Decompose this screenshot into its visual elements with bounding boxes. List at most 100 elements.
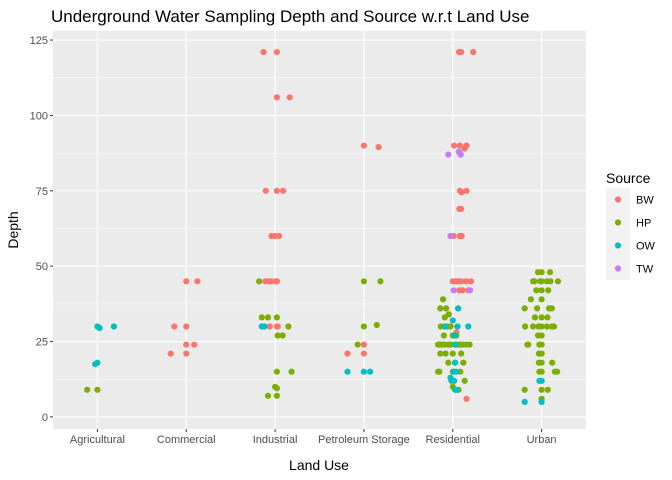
y-tick-label: 125 <box>30 35 48 47</box>
point-hp <box>461 377 468 384</box>
legend: Source BW HP OW TW <box>606 170 656 280</box>
legend-label: TW <box>636 264 654 276</box>
point-ow <box>96 324 103 332</box>
point-bw <box>458 49 465 56</box>
x-tick-label: Residential <box>426 434 480 446</box>
point-ow <box>453 386 460 393</box>
point-bw <box>458 205 465 212</box>
point-bw <box>274 323 281 330</box>
point-bw <box>273 187 280 194</box>
point-hp <box>437 350 444 357</box>
point-hp <box>538 359 545 366</box>
point-hp <box>550 323 558 330</box>
point-hp <box>531 314 539 321</box>
y-axis-ticks: 0 25 50 75 100 125 <box>30 35 53 424</box>
point-hp <box>554 368 561 375</box>
data-points <box>84 49 562 405</box>
point-ow <box>110 323 117 330</box>
point-bw <box>268 278 275 285</box>
point-tw <box>457 151 464 158</box>
legend-label: HP <box>636 218 651 230</box>
legend-label: OW <box>636 241 656 253</box>
point-bw <box>183 323 190 330</box>
point-bw <box>344 350 351 357</box>
point-hp <box>458 350 465 357</box>
y-tick-label: 0 <box>42 412 48 424</box>
point-hp <box>530 323 537 330</box>
legend-key-hp <box>614 219 622 226</box>
point-hp <box>544 386 551 393</box>
point-bw <box>273 49 280 56</box>
point-hp <box>538 296 545 303</box>
point-hp <box>436 368 443 375</box>
point-hp <box>264 314 272 321</box>
point-hp <box>521 386 528 393</box>
point-hp <box>538 386 545 393</box>
y-tick-label: 75 <box>36 186 48 198</box>
point-hp <box>94 386 101 393</box>
legend-keys: BW HP OW TW <box>606 188 656 280</box>
point-bw <box>470 49 477 56</box>
point-ow <box>454 323 461 330</box>
point-tw <box>467 287 474 294</box>
grid-major <box>53 31 586 429</box>
point-bw <box>191 341 198 348</box>
y-tick-label: 25 <box>36 337 48 349</box>
point-ow <box>451 359 459 366</box>
point-bw <box>167 350 174 357</box>
point-ow <box>521 398 528 405</box>
point-hp <box>545 287 552 294</box>
point-hp <box>544 314 551 321</box>
point-hp <box>84 386 91 393</box>
point-hp <box>466 341 473 348</box>
point-bw <box>458 189 465 196</box>
point-hp <box>437 305 444 312</box>
point-hp <box>538 341 545 348</box>
point-hp <box>264 392 272 399</box>
x-tick-label: Commercial <box>157 434 216 446</box>
point-bw <box>459 287 466 294</box>
point-hp <box>279 332 286 339</box>
point-hp <box>447 323 454 330</box>
point-hp <box>273 385 280 392</box>
point-hp <box>538 314 545 321</box>
point-bw <box>463 142 470 149</box>
point-bw <box>171 323 178 330</box>
point-hp <box>521 305 528 312</box>
point-bw <box>360 142 367 149</box>
point-ow <box>441 323 448 330</box>
point-hp <box>525 341 532 348</box>
point-ow <box>451 332 459 339</box>
point-ow <box>92 361 99 368</box>
point-hp <box>288 368 295 375</box>
point-ow <box>360 368 367 375</box>
point-ow <box>344 368 351 375</box>
point-bw <box>183 350 190 357</box>
point-ow <box>538 377 545 384</box>
point-hp <box>538 278 545 285</box>
point-hp <box>439 296 447 303</box>
point-bw <box>262 187 269 194</box>
point-hp <box>285 323 292 330</box>
x-tick-label: Industrial <box>253 434 298 446</box>
point-hp <box>460 359 467 366</box>
point-hp <box>440 332 447 339</box>
x-axis-ticks: Agricultural Commercial Industrial Petroleu… <box>70 429 557 446</box>
point-bw <box>183 341 190 348</box>
point-ow <box>453 368 460 375</box>
point-bw <box>273 94 280 101</box>
point-bw <box>360 350 367 357</box>
point-bw <box>183 278 190 285</box>
point-hp <box>373 321 380 329</box>
x-tick-label: Urban <box>527 434 557 446</box>
x-tick-label: Petroleum Storage <box>318 434 410 446</box>
point-bw <box>375 144 382 151</box>
point-bw <box>456 142 463 149</box>
point-hp <box>538 269 545 276</box>
point-bw <box>286 94 293 101</box>
point-bw <box>451 142 458 149</box>
point-bw <box>463 187 470 194</box>
point-hp <box>538 323 545 330</box>
x-axis-title: Land Use <box>289 457 349 473</box>
